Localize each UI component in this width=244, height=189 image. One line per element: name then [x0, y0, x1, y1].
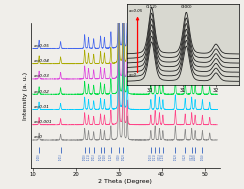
- Text: (113): (113): [161, 153, 165, 160]
- Text: (112): (112): [146, 5, 157, 9]
- Text: x=0.02: x=0.02: [33, 90, 49, 94]
- Text: (112): (112): [109, 153, 113, 160]
- Text: (102): (102): [99, 153, 102, 160]
- Text: (101): (101): [59, 153, 62, 160]
- Text: (321): (321): [190, 153, 194, 160]
- Text: (111): (111): [87, 153, 91, 160]
- Text: (103): (103): [149, 153, 153, 160]
- Y-axis label: Intensity (a. u.): Intensity (a. u.): [23, 71, 28, 119]
- Text: (410): (410): [193, 153, 197, 160]
- Text: x=0.05: x=0.05: [128, 9, 142, 13]
- Text: (300): (300): [117, 153, 121, 160]
- Text: x=0: x=0: [128, 73, 136, 77]
- X-axis label: 2 Theta (Degree): 2 Theta (Degree): [98, 180, 152, 184]
- Text: (200): (200): [83, 153, 87, 160]
- Text: (100): (100): [37, 153, 41, 160]
- Text: (201): (201): [92, 153, 96, 160]
- Text: x=0.05: x=0.05: [33, 44, 49, 48]
- Text: (312): (312): [183, 153, 187, 160]
- Text: (300): (300): [181, 5, 192, 9]
- Text: (202): (202): [121, 153, 125, 160]
- Text: x=0.04: x=0.04: [33, 59, 49, 63]
- Text: (004): (004): [200, 153, 204, 160]
- Text: x=0: x=0: [33, 136, 42, 139]
- Text: (211): (211): [153, 153, 157, 160]
- Text: (210): (210): [102, 153, 106, 160]
- Text: x=0.03: x=0.03: [33, 74, 49, 78]
- Text: (222): (222): [173, 153, 177, 160]
- Text: x=0.01: x=0.01: [33, 105, 49, 109]
- Text: (301): (301): [157, 153, 162, 160]
- Text: x=0.001: x=0.001: [33, 120, 52, 124]
